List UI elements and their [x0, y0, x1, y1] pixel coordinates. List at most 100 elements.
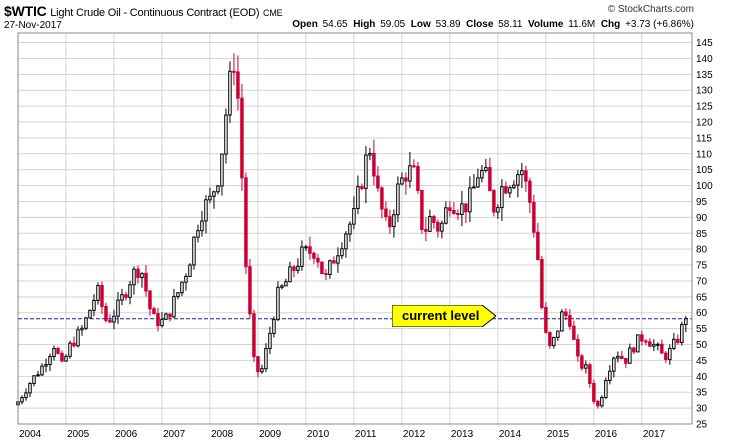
- candle-body: [356, 186, 360, 210]
- candle-body: [320, 261, 324, 275]
- y-tick-label: 50: [696, 340, 708, 351]
- candle-body: [596, 400, 600, 407]
- y-tick-label: 135: [696, 70, 713, 81]
- candle-body: [524, 170, 528, 182]
- candle-body: [288, 266, 292, 283]
- candle-body: [36, 374, 40, 377]
- current-level-callout: current level: [392, 305, 496, 327]
- candle-body: [440, 222, 444, 232]
- candle-body: [252, 313, 256, 358]
- candle-body: [528, 180, 532, 203]
- y-tick-label: 145: [696, 38, 713, 49]
- candle-body: [324, 273, 328, 276]
- candle-body: [676, 338, 680, 343]
- candle-body: [160, 318, 164, 327]
- candle-body: [180, 281, 184, 294]
- y-tick-label: 25: [696, 420, 708, 431]
- y-tick-label: 90: [696, 213, 708, 224]
- y-tick-label: 60: [696, 308, 708, 319]
- candle-body: [388, 216, 392, 228]
- y-tick-label: 85: [696, 229, 708, 240]
- candle-body: [92, 299, 96, 311]
- x-axis: 2004 2005 2006 2007 2008 2009 2010 2011 2012 2013…: [19, 429, 666, 440]
- y-tick-label: 45: [696, 356, 708, 367]
- candle-body: [664, 352, 668, 361]
- candle-body: [480, 169, 484, 179]
- candle-body: [392, 214, 396, 228]
- x-tick-label: 2014: [499, 429, 522, 440]
- candle-body: [344, 233, 348, 250]
- candle-body: [408, 165, 412, 182]
- current-level-label: current level: [402, 308, 480, 323]
- chg-label: Chg: [600, 19, 621, 30]
- candle-body: [624, 357, 628, 364]
- candle-body: [292, 266, 296, 271]
- brand-watermark: © StockCharts.com: [607, 4, 694, 15]
- close-label: Close: [466, 19, 494, 30]
- candle-body: [684, 318, 688, 325]
- x-tick-label: 2012: [403, 429, 426, 440]
- candle-body: [260, 368, 264, 373]
- candle-body: [364, 154, 368, 189]
- candle-body: [612, 357, 616, 372]
- y-tick-label: 95: [696, 197, 708, 208]
- x-tick-label: 2016: [595, 429, 618, 440]
- candle-body: [380, 187, 384, 210]
- candle-body: [240, 97, 244, 179]
- x-tick-label: 2005: [67, 429, 90, 440]
- candle-body: [500, 186, 504, 209]
- y-tick-label: 65: [696, 292, 708, 303]
- y-tick-label: 55: [696, 324, 708, 335]
- candle-body: [644, 340, 648, 343]
- candle-body: [448, 207, 452, 212]
- y-tick-label: 40: [696, 372, 708, 383]
- candle-body: [96, 284, 100, 301]
- candle-body: [548, 331, 552, 347]
- candle-body: [668, 347, 672, 361]
- candle-body: [244, 177, 248, 268]
- volume-label: Volume: [528, 19, 564, 30]
- candle-body: [200, 220, 204, 232]
- candle-body: [84, 317, 88, 329]
- candle-body: [420, 189, 424, 230]
- candle-body: [176, 292, 180, 298]
- volume-value: 11.6M: [568, 19, 596, 30]
- candle-body: [680, 323, 684, 343]
- candle-body: [300, 246, 304, 267]
- candle-body: [564, 311, 568, 317]
- candle-body: [444, 207, 448, 224]
- candle-body: [536, 231, 540, 260]
- x-tick-label: 2013: [451, 429, 474, 440]
- candle-body: [148, 290, 152, 310]
- candle-body: [672, 338, 676, 349]
- candle-body: [584, 364, 588, 369]
- candle-body: [540, 258, 544, 308]
- candle-body: [168, 313, 172, 318]
- candle-body: [656, 343, 660, 346]
- candle-body: [488, 167, 492, 192]
- y-tick-label: 115: [696, 133, 712, 144]
- candle-body: [196, 230, 200, 238]
- candle-body: [476, 177, 480, 188]
- candle-body: [232, 70, 236, 73]
- candle-body: [316, 257, 320, 263]
- candle-body: [100, 284, 104, 307]
- candle-body: [520, 170, 524, 176]
- candle-body: [140, 272, 144, 279]
- candle-body: [172, 296, 176, 318]
- candle-body: [88, 309, 92, 319]
- candle-body: [308, 246, 312, 254]
- high-value: 59.05: [380, 19, 406, 30]
- candle-body: [652, 343, 656, 347]
- high-label: High: [353, 19, 376, 30]
- y-tick-label: 100: [696, 181, 713, 192]
- candle-body: [216, 185, 220, 193]
- candle-body: [428, 216, 432, 232]
- x-tick-label: 2006: [115, 429, 138, 440]
- candle-body: [588, 364, 592, 385]
- candle-body: [64, 355, 68, 362]
- candle-body: [164, 313, 168, 320]
- candle-body: [628, 347, 632, 364]
- candle-body: [556, 330, 560, 338]
- candle-body: [376, 175, 380, 189]
